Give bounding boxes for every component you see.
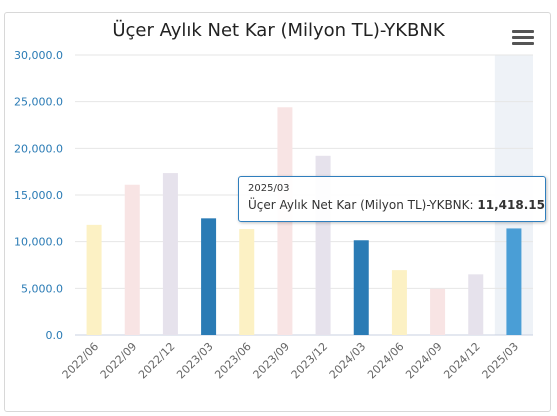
y-tick-label: 15,000.0 (14, 189, 63, 202)
bar-2022-06[interactable] (86, 224, 102, 335)
x-tick-label: 2022/12 (136, 340, 178, 382)
bar-2023-06[interactable] (239, 229, 255, 335)
x-tick-label: 2024/09 (403, 340, 445, 382)
tooltip-header: 2025/03 (248, 183, 290, 194)
bar-2024-06[interactable] (391, 270, 407, 335)
x-tick-label: 2024/12 (441, 340, 483, 382)
y-tick-label: 5,000.0 (21, 282, 63, 295)
bar-2022-09[interactable] (124, 184, 140, 335)
y-tick-label: 25,000.0 (14, 96, 63, 109)
bar-2022-12[interactable] (162, 173, 178, 335)
x-tick-label: 2024/03 (327, 340, 369, 382)
x-tick-label: 2023/06 (212, 340, 254, 382)
tooltip-value: 11,418.15 (477, 198, 545, 212)
y-tick-label: 20,000.0 (14, 142, 63, 155)
bar-2024-12[interactable] (468, 274, 484, 335)
tooltip: 2025/03 Üçer Aylık Net Kar (Milyon TL)-Y… (238, 176, 546, 222)
bar-2024-03[interactable] (353, 240, 369, 335)
x-tick-label: 2023/09 (251, 340, 293, 382)
y-tick-label: 30,000.0 (14, 49, 63, 62)
x-tick-label: 2024/06 (365, 340, 407, 382)
x-tick-label: 2025/03 (480, 340, 522, 382)
tooltip-body: Üçer Aylık Net Kar (Milyon TL)-YKBNK: 11… (248, 196, 545, 214)
bar-2024-09[interactable] (430, 288, 446, 335)
tooltip-series-label: Üçer Aylık Net Kar (Milyon TL)-YKBNK: (248, 198, 478, 212)
bar-2023-03[interactable] (201, 218, 217, 335)
x-tick-label: 2023/12 (289, 340, 331, 382)
x-tick-label: 2022/06 (60, 340, 102, 382)
y-tick-label: 10,000.0 (14, 236, 63, 249)
hamburger-menu-icon[interactable] (512, 30, 534, 48)
x-tick-label: 2022/09 (98, 340, 140, 382)
x-tick-label: 2023/03 (174, 340, 216, 382)
bar-2025-03[interactable] (506, 228, 522, 335)
chart-title: Üçer Aylık Net Kar (Milyon TL)-YKBNK (112, 20, 445, 41)
y-tick-label: 0.0 (46, 329, 64, 342)
